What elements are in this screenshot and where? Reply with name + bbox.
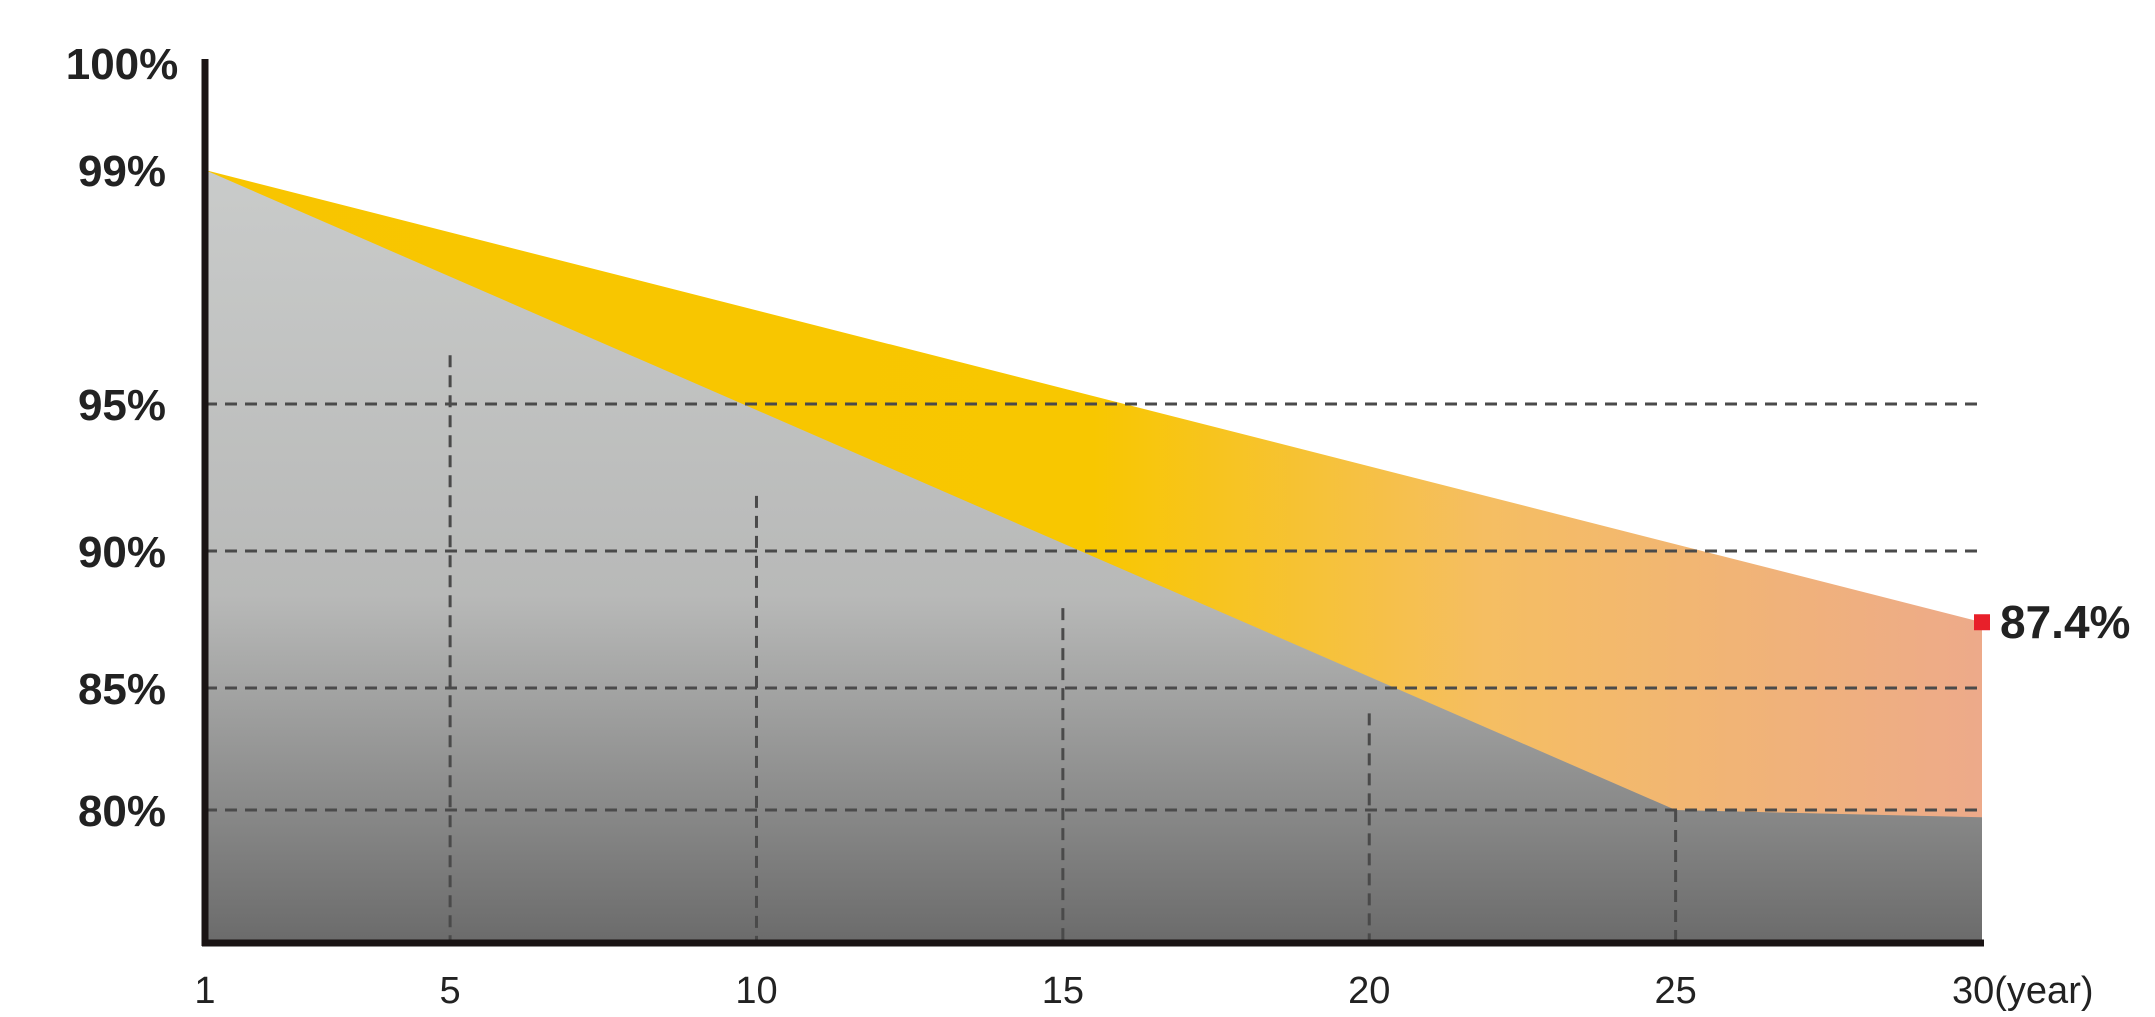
x-tick-label: 1 xyxy=(194,970,215,1012)
y-tick-label: 90% xyxy=(78,528,166,577)
y-tick-label: 85% xyxy=(78,665,166,714)
y-tick-label: 100% xyxy=(66,40,179,89)
end-marker xyxy=(1974,614,1990,631)
y-tick-label: 80% xyxy=(78,787,166,836)
x-tick-label: 20 xyxy=(1348,970,1390,1012)
x-tick-label: 10 xyxy=(735,970,777,1012)
x-tick-label: 25 xyxy=(1654,970,1696,1012)
lower-area xyxy=(205,170,1982,943)
x-tick-label: 30(year) xyxy=(1952,970,2094,1012)
x-tick-label: 15 xyxy=(1042,970,1084,1012)
y-tick-label: 99% xyxy=(78,147,166,196)
end-value-label: 87.4% xyxy=(2000,596,2130,648)
x-tick-label: 5 xyxy=(440,970,461,1012)
y-tick-label: 95% xyxy=(78,381,166,430)
